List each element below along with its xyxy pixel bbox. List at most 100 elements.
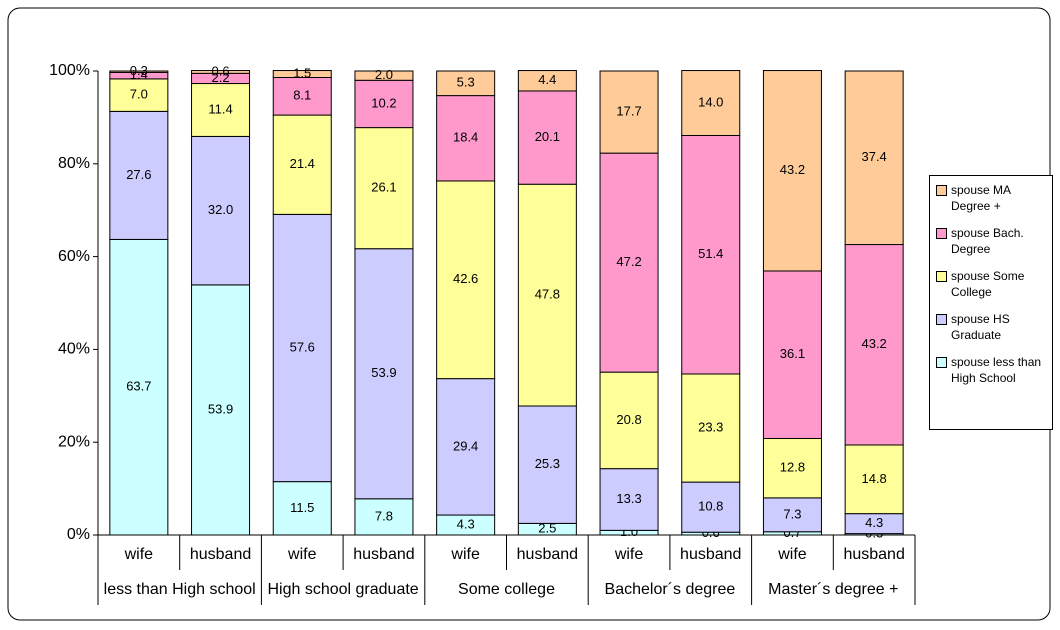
bar-segment (517, 183, 577, 407)
bar-segment (272, 76, 332, 116)
data-label: 37.4 (861, 149, 886, 164)
legend-swatch (936, 314, 947, 325)
data-label: 13.3 (616, 491, 641, 506)
bar-segment (191, 284, 251, 536)
bar-segment (436, 180, 496, 380)
data-label: 4.3 (457, 516, 475, 531)
bar-segment (517, 90, 577, 185)
data-label: 0.3 (130, 63, 148, 78)
x-tick-label: husband (843, 546, 904, 563)
bar-segment (599, 371, 659, 470)
data-label: 10.2 (371, 95, 396, 110)
legend-label: spouse Bach. Degree (951, 226, 1024, 256)
bar-segment (436, 70, 496, 97)
legend: spouse MA Degree + spouse Bach. Degree spo… (929, 175, 1053, 430)
bar-segment (109, 78, 169, 112)
data-label: 10.8 (698, 499, 723, 514)
data-label: 11.4 (208, 101, 232, 116)
bar-segment (844, 70, 904, 246)
data-label: 20.1 (535, 129, 560, 144)
data-label: 5.3 (457, 75, 475, 90)
y-tick-label: 80% (58, 155, 90, 172)
bar-segment (109, 70, 169, 73)
bar-segment (191, 70, 251, 74)
data-label: 11.5 (290, 500, 314, 515)
x-tick-label: husband (680, 546, 741, 563)
data-label: 53.9 (371, 365, 396, 380)
data-label: 57.6 (290, 339, 315, 354)
data-label: 14.0 (698, 94, 723, 109)
x-tick-label: wife (287, 546, 317, 563)
data-label: 2.0 (375, 67, 393, 82)
y-tick-label: 40% (58, 341, 90, 358)
bar-segment (762, 270, 822, 439)
data-label: 27.6 (126, 167, 151, 182)
y-tick-label: 60% (58, 248, 90, 265)
legend-item: spouse less than High School (936, 354, 1048, 386)
bar-segment (272, 70, 332, 78)
bar-segment (599, 468, 659, 531)
bar-segment (109, 110, 169, 240)
data-label: 1.5 (293, 65, 311, 80)
bar-segment (681, 134, 741, 375)
bar-segment (272, 213, 332, 483)
data-label: 51.4 (698, 246, 723, 261)
legend-label: spouse MA Degree + (951, 183, 1011, 213)
bar-segment (681, 373, 741, 483)
data-label: 36.1 (780, 346, 805, 361)
data-label: 7.3 (783, 506, 801, 521)
data-label: 29.4 (453, 438, 478, 453)
legend-label: spouse Some College (951, 269, 1025, 299)
x-tick-label: wife (614, 546, 644, 563)
data-label: 4.4 (538, 72, 556, 87)
data-label: 23.3 (698, 419, 723, 434)
bar-segment (762, 70, 822, 272)
legend-item: spouse Some College (936, 268, 1048, 300)
group-label: less than High school (104, 581, 256, 598)
data-label: 63.7 (126, 379, 151, 394)
y-tick-label: 0% (67, 526, 90, 543)
legend-swatch (936, 228, 947, 239)
legend-label: spouse less than High School (951, 355, 1042, 385)
bar-segment (844, 444, 904, 515)
data-label: 47.2 (616, 254, 641, 269)
data-label: 43.2 (861, 336, 886, 351)
data-label: 25.3 (535, 456, 560, 471)
data-label: 47.8 (535, 287, 560, 302)
legend-swatch (936, 271, 947, 282)
y-tick-label: 100% (49, 62, 90, 79)
group-label: Bachelor´s degree (605, 581, 736, 598)
x-tick-label: husband (517, 546, 578, 563)
bar-segment (844, 244, 904, 446)
bar-segment (599, 70, 659, 154)
bar-segment (681, 70, 741, 136)
x-tick-label: husband (190, 546, 251, 563)
group-label: Some college (458, 581, 555, 598)
data-label: 4.3 (865, 515, 883, 530)
legend-swatch (936, 357, 947, 368)
bar-segment (109, 238, 169, 536)
data-label: 42.6 (453, 271, 478, 286)
data-label: 2.5 (538, 521, 556, 536)
data-label: 8.1 (293, 88, 311, 103)
y-tick-label: 20% (58, 433, 90, 450)
group-label: Master´s degree + (768, 581, 898, 598)
data-label: 32.0 (208, 202, 233, 217)
legend-label: spouse HS Graduate (951, 312, 1010, 342)
data-label: 21.4 (290, 156, 315, 171)
legend-item: spouse HS Graduate (936, 311, 1048, 343)
data-label: 14.8 (861, 471, 886, 486)
x-tick-label: wife (124, 546, 154, 563)
bar-segment (354, 127, 414, 250)
bar-segment (762, 437, 822, 499)
data-label: 43.2 (780, 162, 805, 177)
legend-item: spouse Bach. Degree (936, 225, 1048, 257)
bar-segment (436, 95, 496, 182)
data-label: 17.7 (616, 104, 641, 119)
bar-segment (599, 152, 659, 373)
data-label: 7.8 (375, 508, 393, 523)
legend-swatch (936, 185, 947, 196)
x-tick-label: wife (450, 546, 480, 563)
